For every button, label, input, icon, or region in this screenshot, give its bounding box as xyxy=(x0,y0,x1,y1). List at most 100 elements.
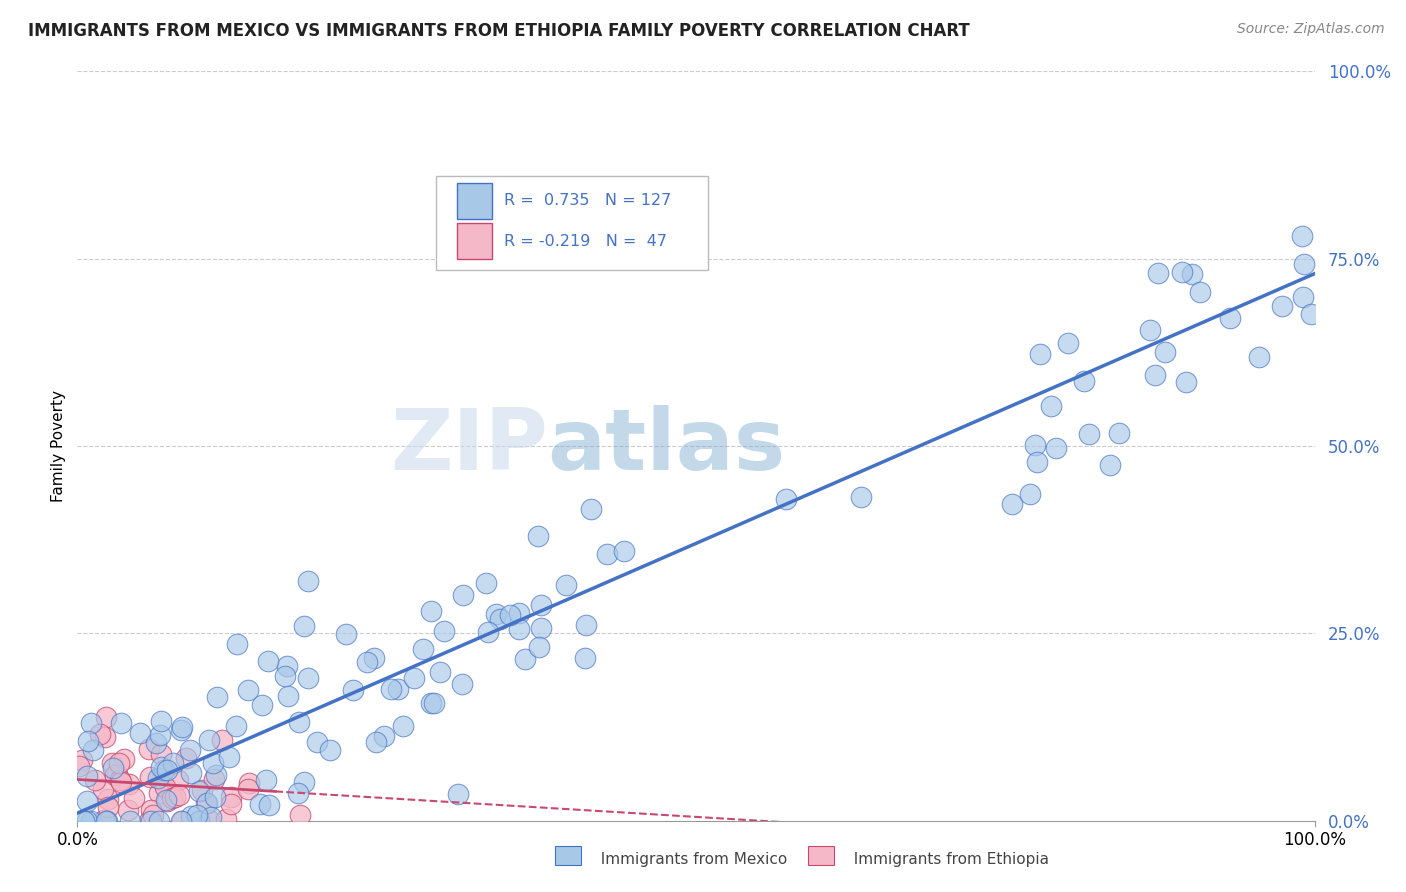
Point xyxy=(404,671,426,685)
Point xyxy=(155,794,177,808)
Point xyxy=(110,715,132,730)
Point xyxy=(373,729,395,743)
Point xyxy=(477,624,499,639)
Point xyxy=(363,650,385,665)
Point xyxy=(70,753,93,767)
Point xyxy=(84,773,107,788)
Point xyxy=(1018,487,1040,501)
Point xyxy=(423,696,446,710)
Text: R =  0.735   N = 127: R = 0.735 N = 127 xyxy=(505,194,672,209)
Point xyxy=(96,814,118,828)
Point xyxy=(97,799,120,814)
Point xyxy=(138,814,160,828)
Point xyxy=(277,690,299,704)
Point xyxy=(195,796,218,810)
Point xyxy=(202,772,225,786)
Point xyxy=(515,652,537,666)
Point xyxy=(420,696,443,710)
Point xyxy=(292,774,315,789)
Text: Source: ZipAtlas.com: Source: ZipAtlas.com xyxy=(1237,22,1385,37)
Point xyxy=(380,681,402,696)
Point xyxy=(508,606,530,620)
Y-axis label: Family Poverty: Family Poverty xyxy=(51,390,66,502)
Point xyxy=(169,789,191,803)
Point xyxy=(1291,290,1313,304)
Point xyxy=(104,768,127,782)
Point xyxy=(97,792,120,806)
Point xyxy=(76,794,98,808)
Point xyxy=(180,766,202,780)
Point xyxy=(94,730,117,744)
Point xyxy=(1073,374,1095,388)
Point xyxy=(1153,345,1175,359)
FancyBboxPatch shape xyxy=(457,224,492,260)
Point xyxy=(1001,497,1024,511)
Point xyxy=(105,767,128,781)
Point xyxy=(1174,375,1197,389)
Point xyxy=(80,814,103,828)
Point xyxy=(153,764,176,778)
Point xyxy=(82,742,104,756)
Point xyxy=(1040,399,1063,413)
Point xyxy=(1170,265,1192,279)
Point xyxy=(1108,425,1130,440)
Point xyxy=(1181,267,1204,281)
FancyBboxPatch shape xyxy=(457,183,492,219)
Point xyxy=(387,682,409,697)
Point xyxy=(198,813,221,827)
Point xyxy=(1291,229,1313,244)
Point xyxy=(195,796,218,810)
Point xyxy=(429,665,451,679)
Point xyxy=(292,619,315,633)
Point xyxy=(613,544,636,558)
Point xyxy=(139,803,162,817)
Point xyxy=(364,735,387,749)
Point xyxy=(1189,285,1212,299)
Point xyxy=(530,598,553,612)
Point xyxy=(1045,442,1067,456)
Point xyxy=(167,772,190,787)
Point xyxy=(238,775,260,789)
Point xyxy=(149,728,172,742)
Point xyxy=(1219,311,1241,326)
Point xyxy=(188,814,211,828)
Point xyxy=(170,723,193,737)
Point xyxy=(93,782,115,797)
Point xyxy=(67,759,90,773)
Point xyxy=(162,756,184,770)
Point xyxy=(197,732,219,747)
Point xyxy=(73,814,96,828)
Point xyxy=(108,756,131,770)
Point xyxy=(450,676,472,690)
Point xyxy=(93,813,115,827)
Text: Immigrants from Mexico: Immigrants from Mexico xyxy=(591,852,787,867)
Point xyxy=(170,721,193,735)
Point xyxy=(141,814,163,828)
Point xyxy=(155,793,177,807)
Point xyxy=(138,741,160,756)
Point xyxy=(110,774,132,789)
Point xyxy=(101,756,124,770)
Point xyxy=(257,797,280,812)
Point xyxy=(581,502,603,516)
Point xyxy=(1139,323,1161,337)
Point xyxy=(236,781,259,796)
Point xyxy=(176,751,198,765)
Point xyxy=(103,761,125,775)
Point xyxy=(446,787,468,801)
Point xyxy=(420,605,443,619)
Point xyxy=(156,763,179,777)
Point xyxy=(170,814,193,828)
Point xyxy=(200,810,222,824)
Point xyxy=(108,773,131,788)
Point xyxy=(204,789,226,804)
Point xyxy=(287,786,309,800)
Point xyxy=(249,797,271,812)
Text: IMMIGRANTS FROM MEXICO VS IMMIGRANTS FROM ETHIOPIA FAMILY POVERTY CORRELATION CH: IMMIGRANTS FROM MEXICO VS IMMIGRANTS FRO… xyxy=(28,22,970,40)
Text: ZIP: ZIP xyxy=(389,404,547,488)
Point xyxy=(118,814,141,828)
Point xyxy=(391,719,413,733)
Point xyxy=(1301,307,1323,321)
Point xyxy=(356,655,378,669)
Point xyxy=(219,797,242,811)
